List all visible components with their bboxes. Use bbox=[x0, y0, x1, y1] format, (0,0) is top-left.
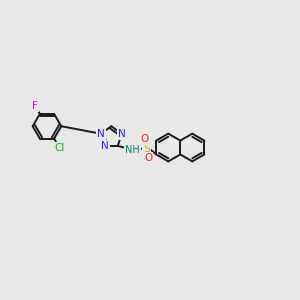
Text: O: O bbox=[141, 134, 149, 144]
Text: S: S bbox=[143, 143, 150, 154]
Text: O: O bbox=[144, 153, 152, 163]
Text: N: N bbox=[101, 141, 109, 151]
Text: F: F bbox=[32, 101, 38, 111]
Text: Cl: Cl bbox=[54, 142, 64, 152]
Text: N: N bbox=[97, 129, 105, 139]
Text: N: N bbox=[118, 129, 126, 139]
Text: NH: NH bbox=[125, 145, 140, 154]
